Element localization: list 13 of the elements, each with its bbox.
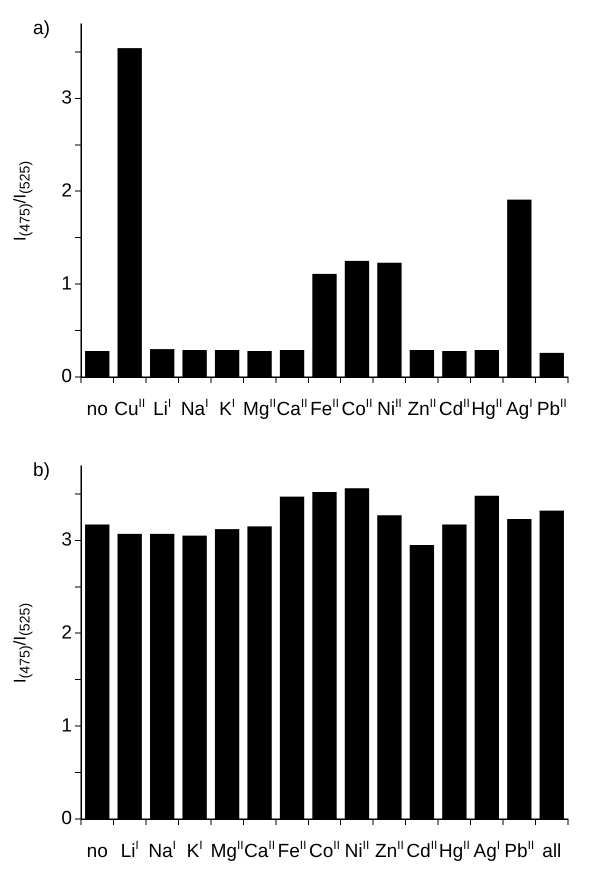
y-tick-label: 0	[61, 366, 72, 388]
x-tick-label: no	[86, 399, 108, 420]
x-tick-label: no	[86, 841, 108, 862]
chart-title: a)	[33, 18, 50, 40]
chart-title: b)	[33, 460, 50, 482]
y-tick-label: 0	[61, 808, 72, 830]
x-tick-label: all	[542, 841, 562, 862]
y-tick-label: 3	[61, 88, 72, 109]
y-tick-label: 2	[61, 180, 72, 202]
y-tick-label: 1	[61, 273, 72, 294]
y-tick-label: 3	[61, 530, 72, 551]
y-tick-label: 1	[61, 715, 72, 736]
y-tick-label: 2	[61, 622, 72, 644]
